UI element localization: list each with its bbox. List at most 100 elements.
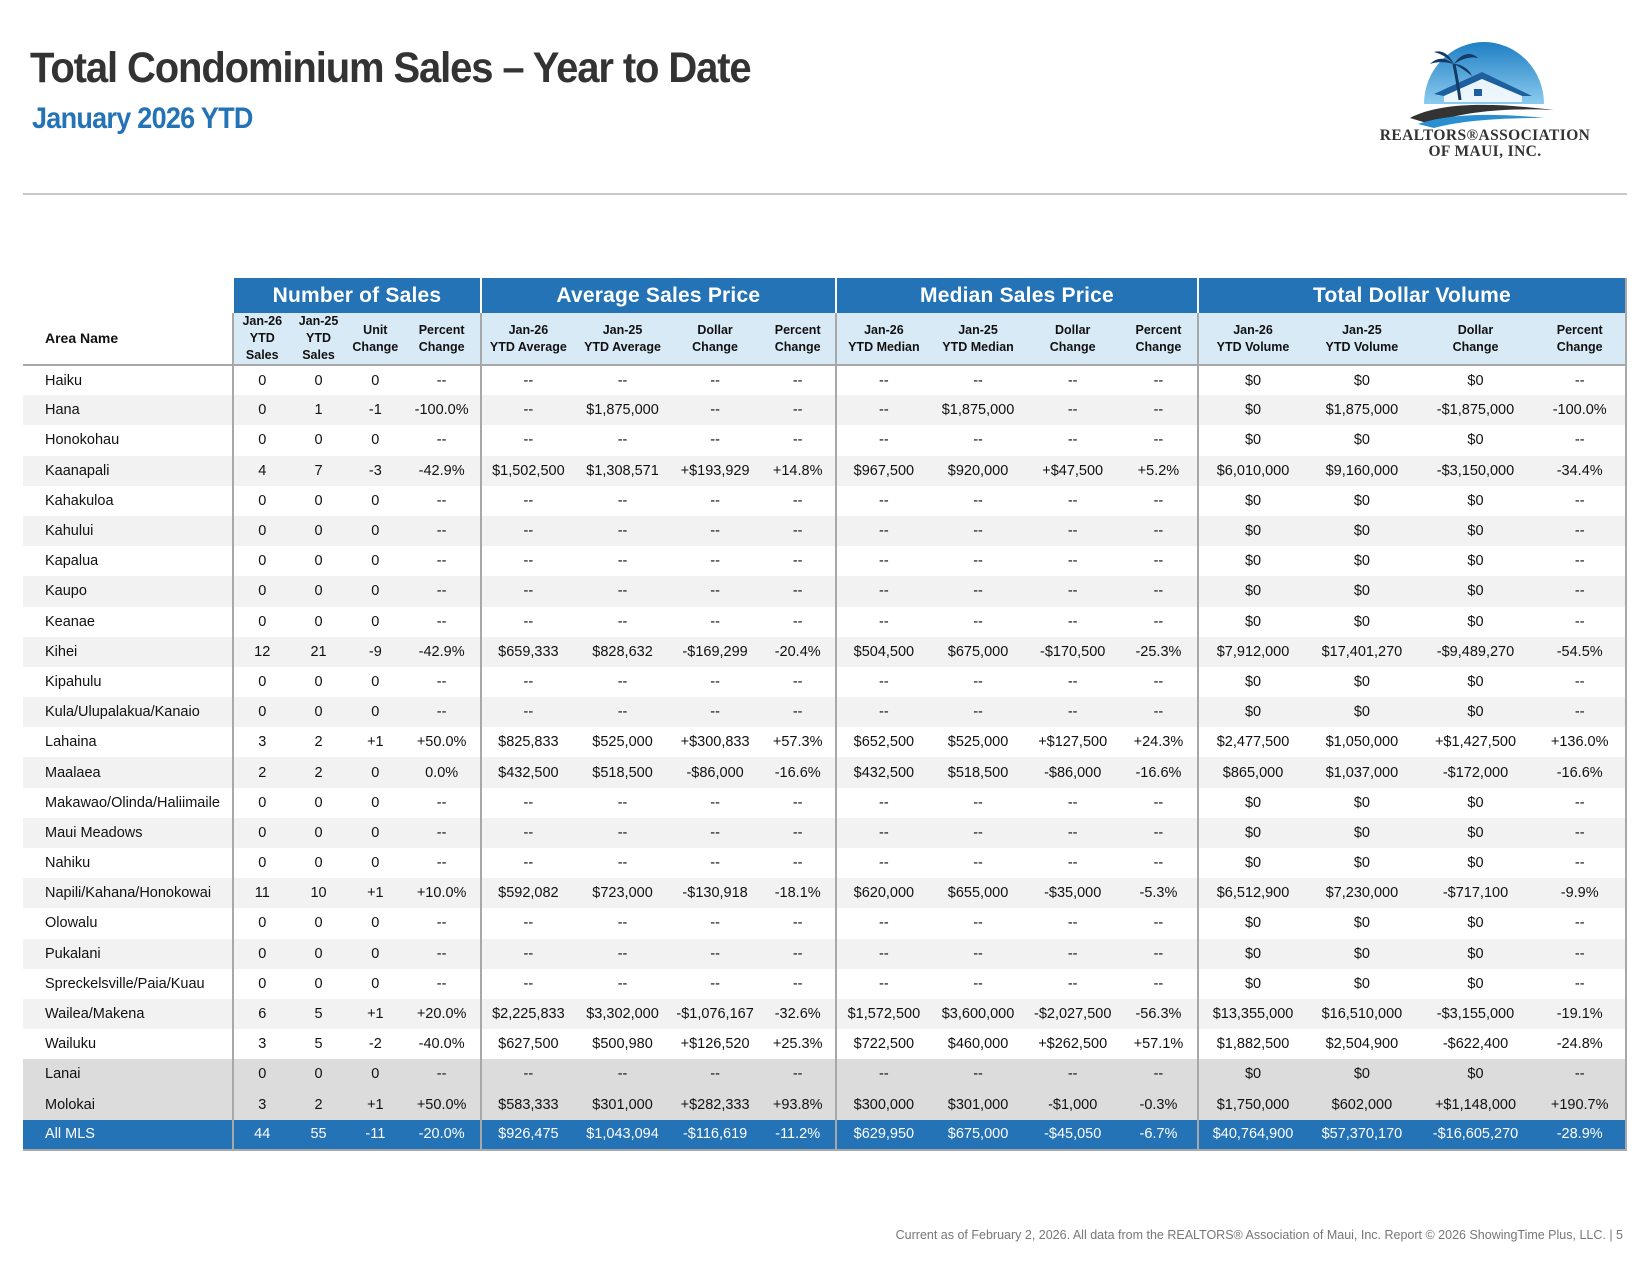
column-header-line: Jan-26: [1233, 322, 1273, 337]
table-row: Kapalua 0 0 0 -- -- -- -- -- -- -- -- -- $0 $0 $0 --: [23, 546, 1626, 577]
table-cell: 0: [371, 492, 380, 509]
table-cell: --: [1025, 697, 1121, 728]
table-cell: --: [760, 515, 837, 547]
table-row: Wailuku 3 5 -2 -40.0% $627,500 $500,980 +$126,5…: [23, 1029, 1626, 1060]
table-cell: $722,500: [835, 1029, 931, 1060]
table-cell: $2,225,833: [479, 998, 576, 1030]
group-header-row: Number of Sales Average Sales Price Medi…: [23, 278, 1626, 313]
table-cell: 0: [232, 817, 291, 848]
table-cell: +$127,500: [1038, 734, 1108, 751]
table-cell: --: [835, 576, 931, 607]
area-name-cell: Kahului: [23, 515, 234, 547]
table-cell: $583,333: [479, 1089, 576, 1120]
table-cell: --: [835, 485, 931, 516]
table-cell: --: [479, 908, 576, 939]
table-cell: $865,000: [1196, 757, 1308, 788]
table-cell: $0: [1467, 492, 1484, 509]
table-cell: $0: [1467, 975, 1484, 992]
table-cell: --: [1153, 492, 1164, 509]
table-cell: --: [973, 794, 983, 811]
table-cell: +$126,520: [680, 1036, 750, 1053]
table-cell: --: [403, 515, 481, 547]
table-cell: --: [973, 553, 983, 570]
table-cell: +$300,833: [680, 734, 750, 751]
area-name-cell: Molokai: [23, 1089, 234, 1120]
table-cell: -$1,875,000: [1416, 395, 1535, 426]
table-cell: 0: [232, 1059, 291, 1090]
table-cell: --: [835, 395, 931, 426]
table-cell: --: [792, 975, 803, 992]
table-cell: $0: [1196, 787, 1308, 818]
table-cell: -42.9%: [403, 455, 481, 486]
table-cell: --: [1025, 515, 1121, 547]
table-cell: $655,000: [930, 878, 1026, 909]
table-cell: $0: [1196, 546, 1308, 577]
column-header: Jan-26 YTD Sales: [232, 313, 291, 366]
table-cell: --: [1574, 975, 1585, 992]
table-cell: --: [436, 613, 447, 630]
table-cell: -19.1%: [1534, 998, 1626, 1030]
table-cell: $0: [1353, 613, 1370, 630]
table-cell: +$262,500: [1038, 1036, 1108, 1053]
table-cell: --: [1025, 817, 1121, 848]
table-cell: $1,875,000: [575, 395, 670, 426]
table-cell: +24.3%: [1133, 734, 1184, 751]
table-row: Olowalu 0 0 0 -- -- -- -- -- -- -- -- -- $0 $0 $0 --: [23, 908, 1626, 939]
table-cell: 0: [290, 697, 347, 728]
area-name-cell: All MLS: [23, 1119, 234, 1150]
table-cell: 0: [371, 673, 380, 690]
group-header-total-dollar-volume: Total Dollar Volume: [1196, 278, 1626, 313]
table-row: Kihei 12 21 -9 -42.9% $659,333 $828,632 -$169,2…: [23, 636, 1626, 667]
realtors-association-logo: REALTORS®ASSOCIATION OF MAUI, INC.: [1360, 30, 1610, 170]
table-cell: 55: [290, 1119, 347, 1150]
area-name-cell: Keanae: [45, 613, 95, 630]
table-cell: --: [710, 553, 720, 570]
column-header: Jan-25 YTD Volume: [1307, 313, 1417, 366]
table-cell: $967,500: [835, 455, 931, 486]
table-cell: +136.0%: [1550, 734, 1609, 751]
table-cell: --: [835, 515, 931, 547]
table-cell: --: [436, 372, 447, 389]
table-cell: $504,500: [835, 636, 931, 667]
table-cell: 0: [290, 1059, 347, 1090]
table-cell: $0: [1196, 576, 1308, 607]
table-cell: $1,037,000: [1307, 757, 1417, 788]
area-name-cell: Wailea/Makena: [23, 998, 234, 1030]
table-cell: --: [760, 1059, 837, 1090]
table-cell: --: [792, 794, 803, 811]
table-cell: -0.3%: [1120, 1089, 1198, 1120]
column-header-line: Change: [352, 339, 399, 354]
table-cell: 3: [232, 1089, 291, 1120]
table-cell: --: [479, 968, 576, 999]
table-cell: --: [669, 576, 761, 607]
table-row: Wailea/Makena 6 5 +1 +20.0% $2,225,833 $3,302,…: [23, 998, 1626, 1030]
table-cell: --: [575, 938, 670, 969]
table-cell: 0.0%: [403, 757, 481, 788]
table-cell: $627,500: [479, 1029, 576, 1060]
table-cell: --: [1534, 1059, 1626, 1090]
table-cell: --: [1120, 697, 1198, 728]
table-cell: 0: [232, 515, 291, 547]
area-name-cell: Lanai: [23, 1059, 234, 1090]
column-header: Dollar Change: [1416, 313, 1535, 366]
table-cell: $0: [1196, 485, 1308, 516]
table-cell: --: [669, 1059, 761, 1090]
table-cell: -$9,489,270: [1416, 636, 1535, 667]
table-cell: -28.9%: [1534, 1119, 1626, 1150]
column-header: Jan-25 YTD Average: [575, 313, 670, 366]
table-cell: $0: [1467, 673, 1484, 690]
table-cell: 0: [232, 606, 291, 637]
table-cell: +1: [346, 1089, 404, 1120]
table-cell: -$717,100: [1416, 878, 1535, 909]
column-header: Jan-25 YTD Sales: [290, 313, 347, 366]
column-header-line: Percent: [774, 322, 821, 337]
column-header-line: Jan-25: [958, 322, 998, 337]
table-cell: 0: [314, 975, 323, 992]
table-cell: --: [1067, 975, 1078, 992]
table-cell: $301,000: [930, 1089, 1026, 1120]
column-header-line: Jan-25: [1342, 322, 1382, 337]
table-cell: $1,750,000: [1196, 1089, 1308, 1120]
table-cell: 0: [314, 855, 323, 872]
table-cell: $0: [1467, 613, 1484, 630]
table-row: Maui Meadows 0 0 0 -- -- -- -- -- -- -- -- -- $0 $0 $0-…: [23, 817, 1626, 848]
